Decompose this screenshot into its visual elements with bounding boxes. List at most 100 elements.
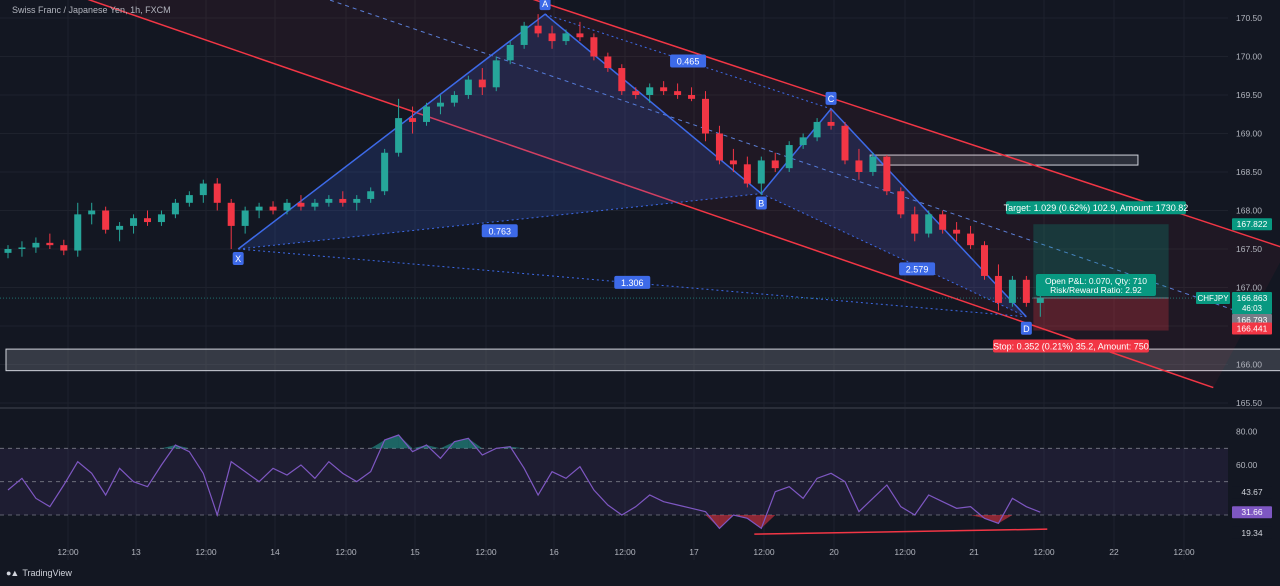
pattern-labels: X A B C D 0.763 0.465 2.579 1.306 Target: 1.029 (… [232, 0, 1188, 353]
price-tick-label: 170.50 [1236, 13, 1262, 23]
candle-body [478, 79, 486, 88]
candle-body [339, 198, 347, 203]
channel-fill [89, 0, 1280, 388]
ratio-bd-bg [899, 262, 936, 276]
candle-body [534, 25, 542, 34]
point-label-c-bg [825, 91, 837, 105]
candle-body [1036, 298, 1044, 303]
candle-body [506, 44, 514, 61]
candle-body [897, 191, 905, 215]
candle-body [994, 275, 1002, 303]
channel-upper-line [532, 0, 1280, 248]
ratio-xd: 1.306 [621, 278, 644, 288]
candle-body [395, 118, 403, 153]
candle-body [1022, 279, 1030, 303]
rsi-overbought-fill [384, 435, 399, 449]
point-label-b: B [758, 199, 764, 209]
point-label-x-bg [232, 252, 244, 265]
time-tick-label: 12:00 [753, 547, 775, 557]
rsi-overbought-fill [370, 440, 385, 449]
candle-body [144, 218, 151, 223]
candle-body [702, 98, 709, 134]
trend-channel [87, 0, 1280, 389]
rsi-oversold-fill [747, 515, 762, 529]
pattern-ratio-line [761, 193, 1027, 318]
pl-box [1035, 274, 1156, 297]
rsi-oversold-fill [984, 515, 999, 524]
rsi-tick-label: 80.00 [1236, 427, 1258, 437]
tradingview-logo-icon: ●▲ [6, 568, 19, 578]
candle-body [241, 210, 249, 226]
time-tick-label: 12:00 [475, 547, 497, 557]
price-tick-label: 166.00 [1236, 360, 1262, 370]
candle-body [18, 247, 26, 249]
time-tick-label: 13 [131, 547, 141, 557]
candle-body [255, 206, 263, 211]
entry-price-tag: 166.793 [1237, 315, 1268, 325]
candle-body [925, 214, 933, 234]
target-price-tag-bg [1232, 218, 1272, 231]
candle-body [492, 60, 500, 88]
time-tick-label: 12:00 [894, 547, 916, 557]
time-tick-label: 20 [829, 547, 839, 557]
demand-zone [5, 348, 1280, 372]
candle-body [116, 225, 124, 230]
candle-body [967, 233, 975, 246]
time-tick-label: 14 [270, 547, 280, 557]
candle-body [1008, 279, 1016, 303]
price-tick-label: 165.50 [1236, 398, 1262, 408]
candle-body [409, 118, 417, 122]
ratio-xb: 0.763 [488, 226, 511, 236]
candle-body [576, 33, 584, 38]
candle-body [269, 206, 277, 211]
candle-body [381, 152, 389, 192]
candle-body [171, 202, 179, 215]
candle-body [841, 125, 849, 161]
candle-body [953, 229, 961, 234]
point-label-d: D [1023, 324, 1030, 334]
price-tick-label: 168.50 [1236, 167, 1262, 177]
countdown-tag: 46:03 [1242, 304, 1263, 313]
price-tick-label: 168.00 [1236, 206, 1262, 216]
chart-title: Swiss Franc / Japanese Yen, 1h, FXCM [12, 5, 171, 15]
point-label-a: A [542, 0, 548, 9]
rsi-overbought-fill [426, 445, 441, 449]
candle-body [4, 249, 12, 253]
candle-body [911, 214, 919, 234]
candle-body [130, 218, 138, 226]
price-tick-label: 167.50 [1236, 244, 1262, 254]
candle-body [660, 87, 668, 92]
candle-body [227, 202, 235, 226]
time-tick-label: 12:00 [195, 547, 217, 557]
ratio-xd-bg [614, 275, 651, 289]
footer-brand[interactable]: ●▲ TradingView [6, 568, 72, 578]
channel-lower-line [87, 0, 1214, 389]
stop-price-tag: 166.441 [1237, 324, 1268, 334]
stop-label-bg [992, 339, 1149, 353]
candle-body [813, 121, 821, 138]
target-label-bg [1005, 201, 1186, 215]
time-tick-label: 12:00 [57, 547, 79, 557]
price-tick-label: 170.00 [1236, 52, 1262, 62]
candle-body [436, 102, 444, 107]
candle-body [213, 183, 221, 203]
rsi-oversold-fill [705, 515, 720, 529]
candle-body [88, 210, 96, 215]
point-label-a-bg [539, 0, 551, 11]
ratio-ac: 0.465 [677, 57, 700, 67]
rsi-overbought-fill [175, 445, 190, 449]
price-tick-label: 169.00 [1236, 129, 1262, 139]
candle-body [311, 202, 319, 207]
pl-label: Open P&L: 0.070, Qty: 710 [1045, 276, 1147, 286]
stop-price-tag-bg [1232, 322, 1272, 335]
candle-body [646, 87, 654, 95]
rsi-divergence-line [754, 528, 1048, 535]
candle-body [757, 160, 765, 184]
rsi-tick-label: 60.00 [1236, 460, 1258, 470]
candle-body [869, 156, 877, 172]
candle-body [423, 106, 430, 122]
candle-body [771, 160, 779, 169]
last-price-tag-bg [1232, 292, 1272, 315]
candle-body [729, 160, 737, 165]
